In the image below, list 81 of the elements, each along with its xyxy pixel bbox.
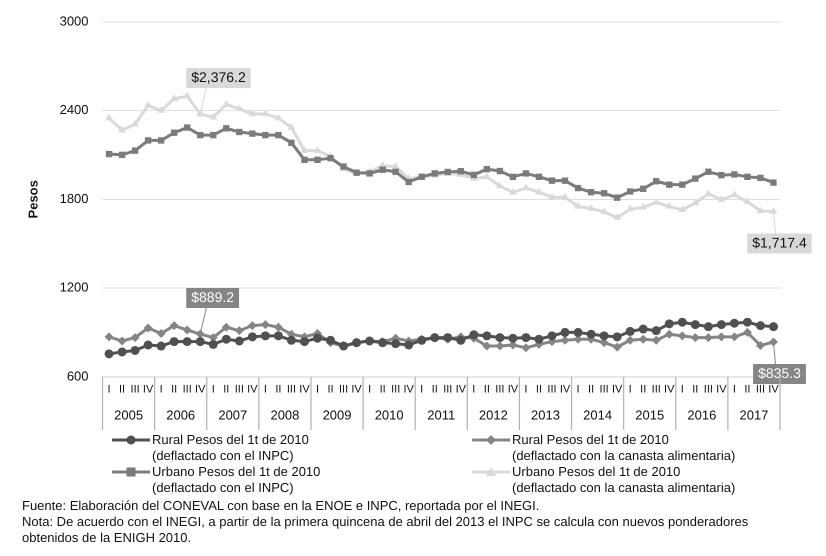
legend-label: Urbano Pesos del 1t de 2010 (deflactado con el INPC) (152, 464, 320, 496)
x2-tick-label: 2010 (374, 408, 404, 423)
x-tick-label: III (182, 383, 192, 396)
text: Nota: De acuerdo con el INEGI, a partir de la primera quincena de abril del 2013 el INPC se calcula con nuevos ponderadores obtenidos de la ENIGH 2010. (22, 514, 750, 546)
legend-label: Rural Pesos del 1t de 2010 (deflactado con la canasta alimentaria) (512, 432, 736, 464)
x-tick-label: I (264, 383, 267, 396)
x-tick-label: IV (508, 383, 519, 396)
y-tick-label: 2400 (60, 102, 89, 118)
x-tick-label: II (171, 383, 178, 396)
x-tick-label: III (286, 383, 296, 396)
x-tick-label: II (119, 383, 126, 396)
data-label: $889.2 (191, 288, 234, 305)
x-tick-label: III (704, 383, 713, 396)
x-tick-label: III (391, 383, 400, 396)
x-tick-label: I (732, 383, 736, 396)
x-tick-label: I (212, 383, 215, 396)
x-tick-label: I (420, 383, 424, 396)
x-tick-label: III (495, 383, 504, 396)
x-tick-label: IV (768, 383, 780, 396)
x-tick-label: III (234, 383, 244, 396)
y-tick-label: 600 (66, 368, 89, 384)
x2-tick-label: 2014 (583, 408, 612, 423)
x-tick-label: I (680, 383, 684, 396)
legend-label: Urbano Pesos del 1t de 2010 (deflactado con la canasta alimentaria) (512, 464, 736, 496)
x-tick-label: III (756, 383, 766, 396)
x-tick-label: II (223, 383, 230, 396)
x-tick-label: IV (299, 383, 310, 396)
data-label: $2,376.2 (191, 68, 246, 85)
x-tick-label: II (536, 383, 542, 396)
x-tick-label: II (327, 383, 334, 396)
x-tick-label: II (484, 383, 490, 396)
x-tick-label: I (108, 383, 111, 396)
x-tick-label: I (472, 383, 476, 396)
x-tick-label: I (160, 383, 163, 396)
x-tick-label: IV (612, 383, 623, 396)
x-tick-label: IV (456, 383, 467, 396)
x-tick-label: IV (716, 383, 728, 396)
x2-tick-label: 2012 (478, 408, 508, 423)
x-tick-label: IV (403, 383, 415, 396)
x-tick-label: II (275, 383, 282, 396)
x2-tick-label: 2007 (218, 408, 248, 423)
legend-label: Rural Pesos del 1t de 2010 (deflactado con el INPC) (152, 432, 309, 464)
x2-tick-label: 2006 (166, 408, 196, 423)
x-tick-label: IV (142, 383, 154, 396)
x-tick-label: III (443, 383, 452, 396)
x-tick-label: I (316, 383, 320, 396)
x2-tick-label: 2005 (114, 408, 144, 423)
x2-tick-label: 2008 (270, 408, 300, 423)
x-tick-label: IV (351, 383, 362, 396)
x-tick-label: II (692, 383, 698, 396)
x-tick-label: III (547, 383, 557, 396)
x-tick-label: III (600, 383, 609, 396)
data-label: $1,717.4 (752, 234, 807, 250)
x-tick-label: I (524, 383, 528, 396)
y-axis-title: Pesos (25, 180, 40, 218)
x-tick-label: IV (195, 383, 206, 396)
x2-tick-label: 2009 (322, 408, 352, 423)
x-tick-label: II (432, 383, 438, 396)
x2-tick-label: 2017 (739, 408, 768, 423)
x-tick-label: II (744, 383, 750, 396)
x-tick-label: IV (664, 383, 676, 396)
x-tick-label: II (380, 383, 386, 396)
x2-tick-label: 2016 (687, 408, 716, 423)
x2-tick-label: 2011 (427, 408, 456, 423)
data-label: $835.3 (758, 364, 802, 381)
y-tick-label: 3000 (60, 13, 89, 28)
x-tick-label: I (368, 383, 372, 396)
y-tick-label: 1200 (60, 280, 89, 295)
source-note: Fuente: Elaboración del CONEVAL con base en la ENOE e INPC, reportada por el INEGI. (22, 498, 540, 514)
x-tick-label: II (588, 383, 594, 396)
x-tick-label: IV (560, 383, 571, 396)
x-tick-label: IV (247, 383, 258, 396)
x-tick-label: III (338, 383, 348, 396)
x-tick-label: I (576, 383, 580, 396)
x-tick-label: II (640, 383, 646, 396)
x-tick-label: III (130, 383, 140, 396)
x-tick-label: I (628, 383, 632, 396)
x2-tick-label: 2013 (531, 408, 560, 423)
x2-tick-label: 2015 (635, 408, 664, 423)
y-tick-label: 1800 (60, 190, 89, 206)
x-tick-label: III (652, 383, 661, 396)
